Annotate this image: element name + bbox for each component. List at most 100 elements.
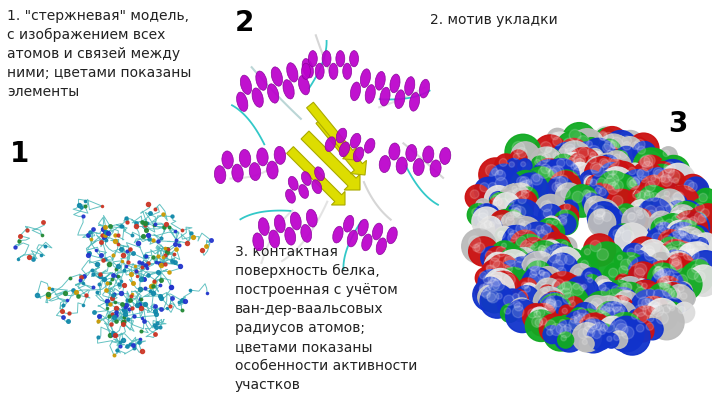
Circle shape [468, 237, 498, 266]
Circle shape [597, 171, 631, 205]
Circle shape [504, 274, 515, 286]
Circle shape [562, 308, 567, 314]
Circle shape [696, 258, 708, 270]
Circle shape [664, 162, 675, 173]
Circle shape [607, 295, 617, 305]
Circle shape [693, 233, 699, 239]
Circle shape [540, 232, 571, 264]
Circle shape [608, 288, 638, 318]
Circle shape [543, 272, 550, 279]
Circle shape [557, 332, 574, 348]
Ellipse shape [249, 163, 261, 180]
Circle shape [579, 148, 589, 158]
Circle shape [622, 244, 646, 267]
Circle shape [552, 166, 564, 178]
Text: 1: 1 [10, 140, 29, 168]
Ellipse shape [308, 50, 318, 67]
Circle shape [606, 296, 634, 324]
Circle shape [614, 294, 624, 304]
Circle shape [624, 208, 645, 230]
Circle shape [666, 198, 687, 218]
Circle shape [510, 297, 529, 316]
Circle shape [550, 291, 555, 297]
Circle shape [675, 210, 684, 220]
Circle shape [572, 154, 595, 176]
Circle shape [661, 163, 696, 198]
Circle shape [465, 185, 490, 210]
Circle shape [649, 296, 660, 307]
Circle shape [577, 282, 592, 298]
Ellipse shape [336, 50, 345, 67]
Circle shape [668, 243, 688, 263]
Circle shape [553, 281, 560, 289]
Circle shape [676, 247, 686, 256]
Circle shape [602, 289, 630, 318]
Circle shape [534, 248, 545, 259]
Circle shape [525, 266, 545, 286]
Circle shape [562, 281, 571, 290]
Circle shape [652, 305, 664, 316]
Circle shape [513, 188, 522, 198]
Circle shape [580, 138, 617, 174]
Circle shape [525, 243, 540, 258]
Circle shape [513, 190, 537, 214]
Circle shape [614, 319, 650, 355]
Circle shape [508, 290, 528, 309]
Circle shape [557, 276, 582, 302]
Circle shape [530, 307, 550, 326]
Circle shape [654, 276, 681, 304]
Circle shape [508, 214, 514, 220]
Circle shape [653, 216, 683, 246]
Circle shape [587, 324, 612, 350]
Circle shape [615, 146, 637, 169]
Circle shape [659, 147, 677, 164]
Ellipse shape [329, 63, 338, 80]
Circle shape [637, 155, 666, 185]
Circle shape [598, 316, 627, 346]
Circle shape [487, 293, 496, 302]
Circle shape [540, 249, 548, 257]
Circle shape [645, 181, 656, 192]
Circle shape [496, 247, 506, 257]
Circle shape [587, 199, 619, 232]
Circle shape [515, 223, 528, 235]
Circle shape [553, 279, 565, 292]
Ellipse shape [274, 146, 286, 164]
Circle shape [599, 302, 628, 331]
Circle shape [540, 285, 555, 300]
Circle shape [612, 286, 621, 295]
Circle shape [619, 170, 656, 206]
Circle shape [580, 285, 585, 291]
Circle shape [552, 245, 562, 254]
Circle shape [476, 220, 495, 238]
Circle shape [649, 305, 684, 340]
Circle shape [536, 226, 544, 234]
Circle shape [573, 158, 585, 170]
Circle shape [664, 252, 692, 279]
Circle shape [496, 293, 502, 299]
Circle shape [660, 267, 671, 277]
Circle shape [585, 272, 592, 279]
Circle shape [483, 270, 506, 293]
Circle shape [531, 156, 548, 172]
Circle shape [660, 196, 671, 207]
Circle shape [595, 184, 616, 205]
Circle shape [620, 259, 632, 270]
Circle shape [698, 193, 708, 202]
Circle shape [684, 249, 695, 260]
Circle shape [651, 305, 658, 311]
Circle shape [528, 309, 537, 318]
Circle shape [645, 188, 671, 213]
Circle shape [627, 248, 635, 256]
Circle shape [468, 236, 481, 248]
Circle shape [644, 191, 654, 201]
Circle shape [587, 302, 598, 312]
Circle shape [497, 268, 530, 300]
Circle shape [628, 262, 658, 292]
Circle shape [579, 186, 600, 207]
Circle shape [481, 260, 508, 286]
Circle shape [483, 282, 492, 290]
Ellipse shape [419, 79, 429, 98]
Circle shape [633, 206, 650, 223]
Circle shape [641, 176, 647, 182]
